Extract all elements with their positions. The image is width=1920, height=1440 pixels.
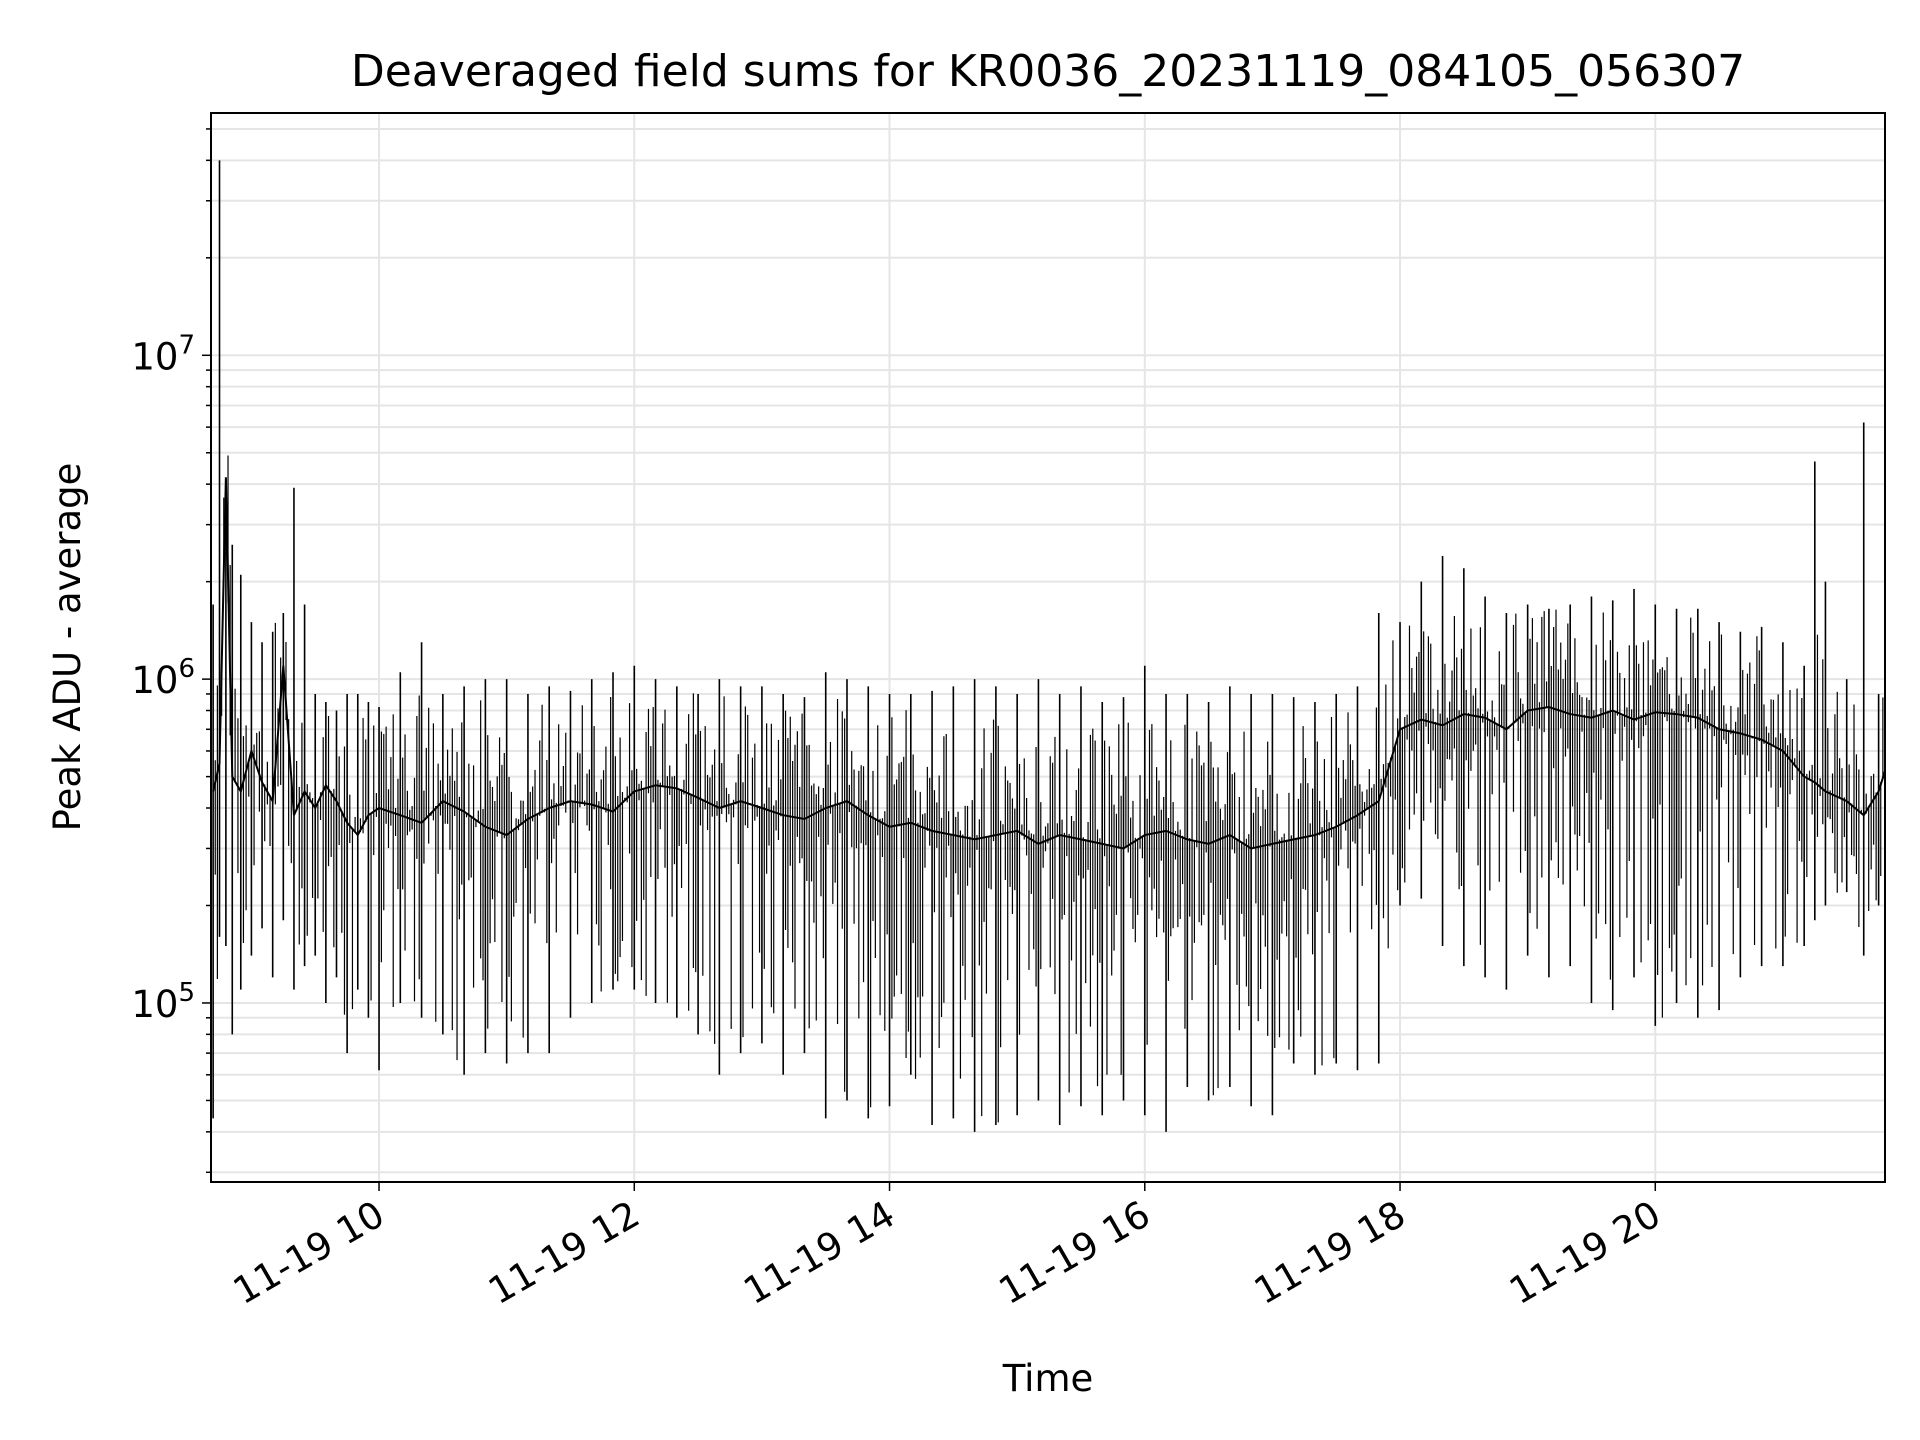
y-axis-label: Peak ADU - average xyxy=(46,463,89,832)
data-line xyxy=(212,160,1886,1132)
plot-frame xyxy=(210,112,1886,1183)
y-tick-label: 105 xyxy=(131,978,195,1026)
x-axis-label: Time xyxy=(1002,1357,1094,1400)
series-line xyxy=(212,477,1886,850)
y-tick-label: 107 xyxy=(131,330,195,378)
y-tick-label: 106 xyxy=(131,654,195,702)
chart-title: Deaveraged field sums for KR0036_2023111… xyxy=(351,46,1745,97)
